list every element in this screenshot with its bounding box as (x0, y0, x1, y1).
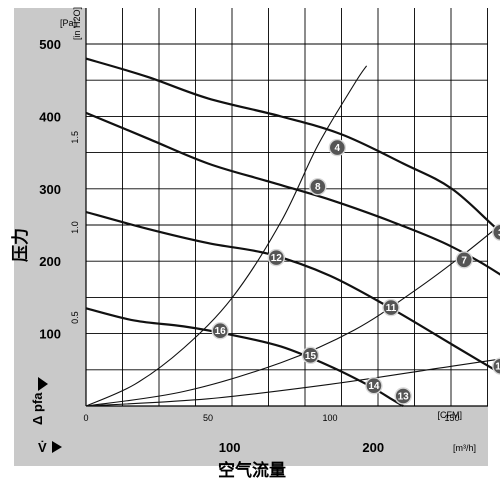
y-axis-title: 压力 (10, 228, 31, 262)
operating-point-marker (492, 223, 500, 241)
system-curve (85, 224, 500, 407)
y-symbol-arrow-icon (38, 377, 48, 391)
x2-tick-label: 100 (219, 440, 241, 455)
x-tick-label: 0 (83, 413, 88, 423)
operating-point-marker (301, 346, 320, 365)
y-tick-label: 300 (39, 182, 61, 197)
operating-point-label: 16 (215, 326, 227, 337)
grid (85, 8, 488, 407)
operating-point-marker (492, 357, 500, 375)
operating-point-label: 8 (315, 182, 321, 193)
x-symbol: V̇ (38, 440, 47, 455)
y-tick-label: 200 (39, 254, 61, 269)
system-curve (85, 358, 500, 407)
y2-tick-label: 1.5 (70, 131, 80, 144)
operating-point-marker (455, 251, 473, 269)
plot-area (86, 8, 488, 406)
operating-point-label: 14 (368, 381, 380, 392)
y-tick-label: 500 (39, 37, 61, 52)
operating-point-label: 4 (335, 143, 341, 154)
y-symbol: Δ pfa (30, 392, 45, 425)
x2-unit: [m³/h] (453, 443, 476, 453)
operating-point-marker (211, 322, 229, 340)
x-tick-label: 100 (322, 413, 337, 423)
operating-point-marker (394, 387, 412, 405)
x-unit: [CFM] (438, 410, 463, 420)
x-symbol-arrow-icon (52, 441, 62, 453)
y2-unit: [in H2O] (72, 7, 82, 40)
operating-point-label: 12 (271, 253, 283, 264)
operating-point-marker (365, 377, 383, 395)
y-tick-label: 400 (39, 109, 61, 124)
curves (85, 57, 500, 407)
operating-point-label: 7 (461, 255, 467, 266)
fan-curve (85, 111, 500, 276)
x-tick-label: 50 (203, 413, 213, 423)
operating-point-marker (382, 298, 400, 317)
fan-curve (85, 307, 404, 407)
x-tick-label: 150 (444, 413, 459, 423)
operating-point-label: 3 (498, 228, 500, 239)
x2-tick-label: 200 (362, 440, 384, 455)
operating-point-label: 15 (305, 351, 317, 362)
y-unit: [Pa] (60, 18, 76, 28)
operating-point-marker (309, 177, 327, 196)
operating-point-label: 11 (386, 303, 397, 314)
y-tick-label: 100 (39, 327, 61, 342)
operating-point-marker (267, 248, 286, 267)
operating-point-label: 13 (398, 392, 410, 403)
axis-labels: 1002003004005000.51.01.50501001502002501… (38, 37, 460, 455)
fan-curve (85, 210, 500, 375)
y2-tick-label: 0.5 (70, 311, 80, 324)
operating-point-marker (328, 138, 347, 157)
x-axis-title: 空气流量 (218, 460, 286, 481)
operating-point-label: 10 (495, 362, 500, 373)
fan-curve (85, 57, 500, 234)
system-curve (85, 65, 368, 407)
y2-tick-label: 1.0 (70, 221, 80, 234)
operating-points: 12345678910111213141516 (211, 138, 500, 405)
